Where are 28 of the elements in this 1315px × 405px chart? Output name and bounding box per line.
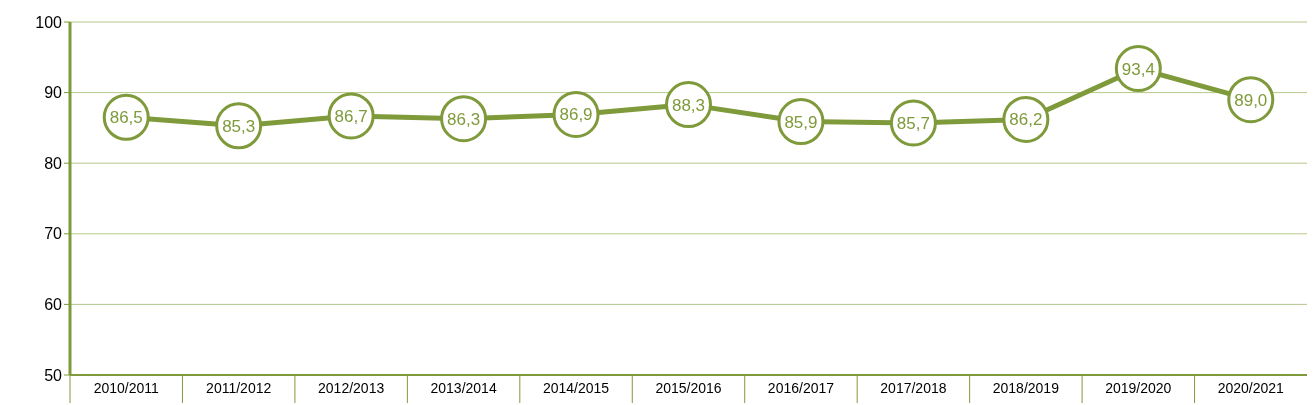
y-tick-label: 80 <box>44 154 63 172</box>
data-label: 86,7 <box>334 106 368 126</box>
x-tick-label: 2011/2012 <box>206 380 272 396</box>
x-tick-label: 2015/2016 <box>655 380 722 396</box>
x-tick-label: 2020/2021 <box>1217 380 1285 396</box>
x-tick-label: 2018/2019 <box>992 380 1060 396</box>
x-tick-label: 2014/2015 <box>542 380 610 396</box>
data-label: 86,9 <box>559 105 593 125</box>
data-label: 86,3 <box>447 109 481 129</box>
x-tick-label: 2019/2020 <box>1105 380 1172 396</box>
data-label: 89,0 <box>1234 90 1268 110</box>
data-label: 86,5 <box>109 108 143 128</box>
y-tick-label: 60 <box>44 296 63 314</box>
data-label: 85,9 <box>784 112 818 132</box>
data-label: 93,4 <box>1121 59 1155 79</box>
y-tick-label: 50 <box>44 366 63 384</box>
y-tick-label: 90 <box>44 84 63 102</box>
data-label: 85,3 <box>222 116 256 136</box>
y-tick-label: 70 <box>44 225 63 243</box>
x-tick-label: 2017/2018 <box>880 380 947 396</box>
data-label: 86,2 <box>1009 110 1043 130</box>
y-tick-label: 100 <box>35 13 63 31</box>
x-tick-label: 2010/2011 <box>93 380 160 396</box>
x-tick-label: 2013/2014 <box>430 380 497 396</box>
x-tick-label: 2012/2013 <box>318 380 385 396</box>
data-label: 85,7 <box>896 113 930 133</box>
data-label: 88,3 <box>671 95 706 115</box>
x-tick-label: 2016/2017 <box>767 380 835 396</box>
